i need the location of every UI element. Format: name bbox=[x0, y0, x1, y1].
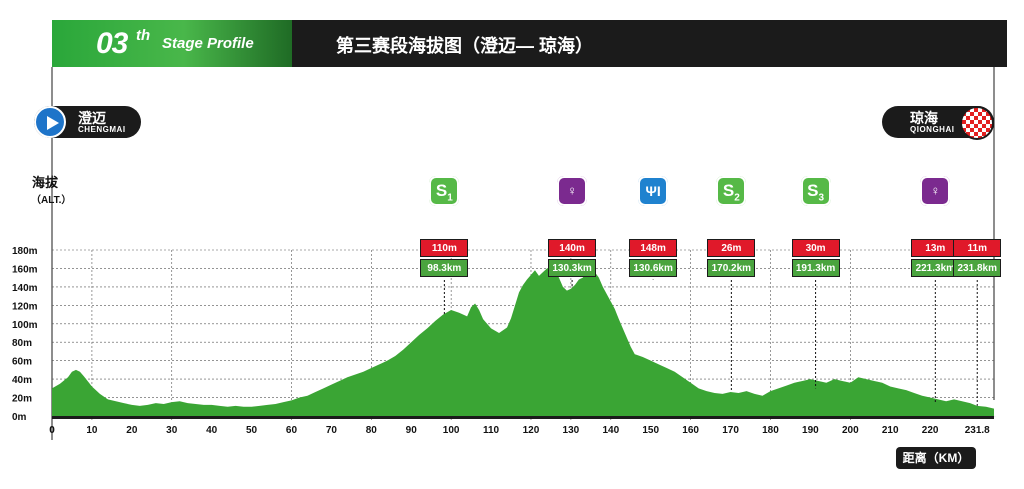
x-tick-label: 80 bbox=[366, 425, 378, 436]
sprint-icon: S1 bbox=[429, 176, 460, 206]
marker-altitude: 140m bbox=[548, 239, 597, 257]
start-town-name: 澄迈 bbox=[78, 110, 106, 126]
x-tick-label: 180 bbox=[762, 425, 779, 436]
x-tick-label: 40 bbox=[206, 425, 218, 436]
y-tick-label: 0m bbox=[12, 412, 27, 423]
y-tick-label: 180m bbox=[12, 246, 38, 257]
marker-altitude: 30m bbox=[791, 239, 840, 257]
stage-label: Stage Profile bbox=[162, 35, 254, 52]
x-tick-label: 110 bbox=[483, 425, 500, 436]
x-tick-label: 120 bbox=[523, 425, 540, 436]
x-tick-label: 220 bbox=[922, 425, 939, 436]
marker-tag: 30m 191.3km bbox=[791, 239, 840, 277]
marker-distance: 98.3km bbox=[420, 259, 469, 277]
y-tick-label: 160m bbox=[12, 264, 38, 275]
x-tick-label: 160 bbox=[682, 425, 699, 436]
marker-distance: 130.3km bbox=[548, 259, 597, 277]
x-tick-label: 130 bbox=[563, 425, 580, 436]
x-tick-label: 100 bbox=[443, 425, 460, 436]
x-tick-label: 150 bbox=[642, 425, 659, 436]
header-dark-band bbox=[292, 20, 1007, 67]
marker-altitude: 11m bbox=[953, 239, 1002, 257]
x-tick-label: 200 bbox=[842, 425, 859, 436]
sprint-number: 1 bbox=[447, 192, 453, 204]
y-tick-label: 20m bbox=[12, 394, 32, 405]
stage-number: 03 bbox=[96, 27, 128, 60]
x-tick-label: 0 bbox=[49, 425, 55, 436]
marker-altitude: 13m bbox=[911, 239, 960, 257]
x-tick-label: 90 bbox=[406, 425, 418, 436]
altitude-axis-sub: （ALT.） bbox=[31, 195, 72, 206]
x-axis-line bbox=[52, 416, 994, 419]
distance-axis-label: 距离（KM） bbox=[896, 447, 976, 469]
sprint-icon: S3 bbox=[800, 176, 831, 206]
marker-tag: 140m 130.3km bbox=[548, 239, 597, 277]
marker-distance: 191.3km bbox=[791, 259, 840, 277]
marker-altitude: 148m bbox=[629, 239, 678, 257]
finish-town-badge: 琼海 QIONGHAI bbox=[882, 106, 994, 140]
sprint-number: 3 bbox=[818, 192, 825, 204]
marker-tag: 13m 221.3km bbox=[911, 239, 960, 277]
marker-tag: 11m 231.8km bbox=[953, 239, 1002, 277]
start-town-badge: 澄迈 CHENGMAI bbox=[34, 106, 141, 138]
play-icon bbox=[34, 106, 66, 138]
sprint-icon: S2 bbox=[716, 176, 747, 206]
feed-zone-icon: ♀ bbox=[920, 176, 951, 206]
y-tick-label: 120m bbox=[12, 301, 38, 312]
stage-number-suffix: th bbox=[136, 27, 151, 44]
page-title: 第三赛段海拔图（澄迈— 琼海） bbox=[336, 36, 593, 56]
x-tick-label: 231.8 bbox=[965, 425, 990, 436]
sprint-number: 2 bbox=[734, 192, 740, 204]
header-green-band bbox=[52, 20, 292, 67]
start-town-pinyin: CHENGMAI bbox=[78, 125, 126, 134]
x-tick-label: 70 bbox=[326, 425, 338, 436]
marker-distance: 221.3km bbox=[911, 259, 960, 277]
marker-distance: 130.6km bbox=[629, 259, 678, 277]
x-tick-label: 140 bbox=[602, 425, 619, 436]
x-tick-label: 60 bbox=[286, 425, 298, 436]
y-tick-label: 40m bbox=[12, 375, 32, 386]
finish-town-name: 琼海 bbox=[910, 110, 938, 126]
checkered-flag-icon bbox=[960, 106, 994, 140]
y-tick-label: 80m bbox=[12, 338, 32, 349]
profile-area bbox=[52, 266, 994, 416]
x-tick-label: 50 bbox=[246, 425, 258, 436]
marker-tag: 110m 98.3km bbox=[420, 239, 469, 277]
y-tick-label: 60m bbox=[12, 357, 32, 368]
y-tick-label: 140m bbox=[12, 283, 38, 294]
x-tick-label: 190 bbox=[802, 425, 819, 436]
altitude-axis-label: 海拔 bbox=[32, 175, 59, 190]
marker-tag: 148m 130.6km bbox=[629, 239, 678, 277]
food-icon: ΨΙ bbox=[638, 176, 669, 206]
x-tick-label: 20 bbox=[126, 425, 138, 436]
marker-distance: 231.8km bbox=[953, 259, 1002, 277]
x-tick-label: 30 bbox=[166, 425, 178, 436]
marker-tag: 26m 170.2km bbox=[707, 239, 756, 277]
x-tick-label: 210 bbox=[882, 425, 899, 436]
marker-altitude: 26m bbox=[707, 239, 756, 257]
x-tick-label: 10 bbox=[86, 425, 98, 436]
feed-zone-icon: ♀ bbox=[557, 176, 588, 206]
stage-header: 03 th Stage Profile 第三赛段海拔图（澄迈— 琼海） bbox=[52, 20, 1007, 67]
finish-town-pinyin: QIONGHAI bbox=[910, 125, 955, 134]
y-tick-label: 100m bbox=[12, 320, 38, 331]
x-tick-label: 170 bbox=[722, 425, 739, 436]
marker-distance: 170.2km bbox=[707, 259, 756, 277]
marker-altitude: 110m bbox=[420, 239, 469, 257]
